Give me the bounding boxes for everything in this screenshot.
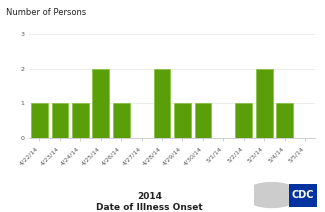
Bar: [256, 68, 273, 138]
Bar: [174, 103, 191, 138]
Text: 2014: 2014: [137, 192, 162, 201]
Bar: [92, 68, 109, 138]
Bar: [195, 103, 211, 138]
Text: Date of Illness Onset: Date of Illness Onset: [96, 203, 203, 212]
Bar: [276, 103, 293, 138]
Bar: [31, 103, 48, 138]
Bar: [235, 103, 252, 138]
Bar: [154, 68, 170, 138]
Text: CDC: CDC: [292, 190, 314, 200]
FancyBboxPatch shape: [289, 184, 317, 207]
Bar: [113, 103, 130, 138]
Bar: [52, 103, 68, 138]
Circle shape: [244, 183, 299, 208]
Bar: [72, 103, 89, 138]
Text: Number of Persons: Number of Persons: [6, 8, 87, 17]
